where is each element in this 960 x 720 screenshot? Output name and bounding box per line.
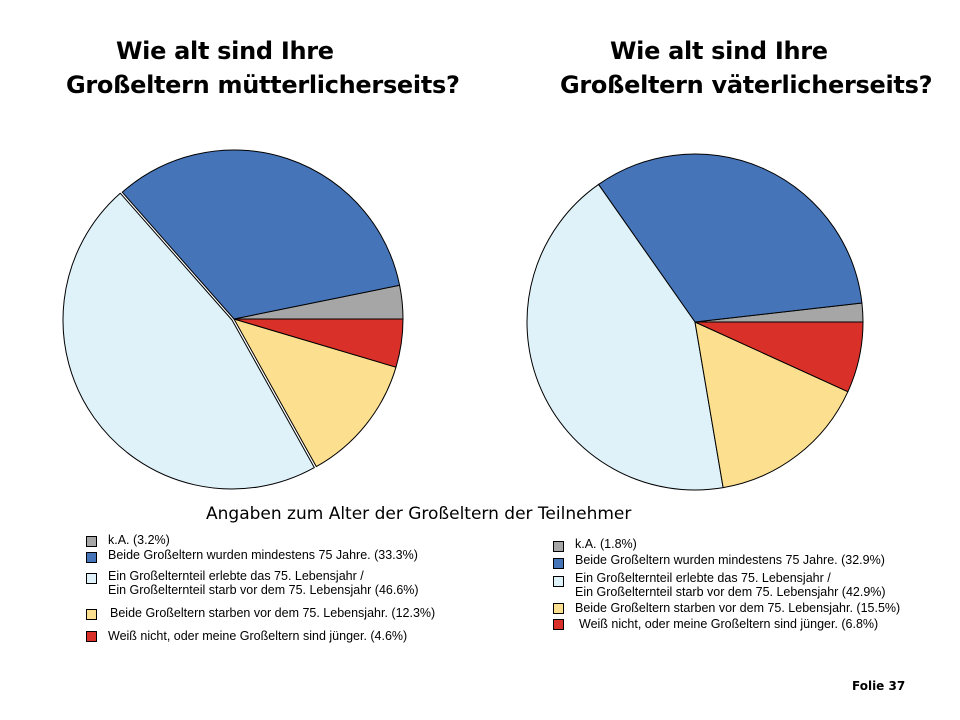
chart-subtitle: Angaben zum Alter der Großeltern der Tei… bbox=[206, 504, 632, 524]
right-slice-beide-75 bbox=[598, 153, 863, 323]
legend-label: Beide Großeltern starben vor dem 75. Leb… bbox=[110, 606, 436, 620]
legend-swatch bbox=[553, 619, 564, 630]
right-pie-chart bbox=[526, 153, 864, 491]
legend-label-line1: Ein Großelternteil erlebte das 75. Leben… bbox=[575, 571, 831, 585]
legend-swatch bbox=[553, 576, 564, 587]
right-chart-title-line1: Wie alt sind Ihre bbox=[610, 37, 828, 65]
right-slice-weiss-nicht bbox=[694, 321, 864, 393]
left-chart-title-line2: Großeltern mütterlicherseits? bbox=[66, 71, 460, 99]
legend-label-line1: Ein Großelternteil erlebte das 75. Leben… bbox=[108, 569, 364, 583]
legend-swatch bbox=[553, 541, 564, 552]
legend-label: Beide Großeltern wurden mindestens 75 Ja… bbox=[575, 553, 885, 567]
right-legend: k.A. (1.8%) Beide Großeltern wurden mind… bbox=[553, 537, 958, 637]
left-slice-ein-teil bbox=[62, 192, 315, 490]
legend-swatch bbox=[86, 552, 97, 563]
legend-label-line2: Ein Großelternteil starb vor dem 75. Leb… bbox=[575, 585, 886, 599]
legend-label-line2: Ein Großelternteil starb vor dem 75. Leb… bbox=[108, 583, 419, 597]
left-legend: k.A. (3.2%) Beide Großeltern wurden mind… bbox=[86, 533, 506, 653]
legend-swatch bbox=[86, 573, 97, 584]
left-chart-title-line1: Wie alt sind Ihre bbox=[116, 37, 334, 65]
left-slice-weiss-nicht bbox=[233, 318, 404, 368]
left-pie-chart bbox=[62, 149, 404, 490]
left-slice-beide-75 bbox=[121, 149, 401, 320]
legend-swatch bbox=[553, 558, 564, 569]
legend-label: Beide Großeltern wurden mindestens 75 Ja… bbox=[108, 548, 418, 562]
left-chart-title: Wie alt sind Ihre Großeltern mütterliche… bbox=[66, 34, 460, 102]
legend-label: Weiß nicht, oder meine Großeltern sind j… bbox=[108, 629, 408, 643]
left-slice-beide-starben bbox=[233, 318, 397, 468]
legend-swatch bbox=[553, 603, 564, 614]
legend-label: k.A. (3.2%) bbox=[108, 533, 170, 547]
right-chart-title: Wie alt sind Ihre Großeltern väterlicher… bbox=[560, 34, 933, 102]
legend-swatch bbox=[86, 631, 97, 642]
legend-swatch bbox=[86, 536, 97, 547]
legend-label: k.A. (1.8%) bbox=[575, 537, 637, 551]
legend-label: Weiß nicht, oder meine Großeltern sind j… bbox=[579, 617, 879, 631]
right-chart-title-line2: Großeltern väterlicherseits? bbox=[560, 71, 933, 99]
slide-number: Folie 37 bbox=[852, 679, 906, 693]
legend-label: Beide Großeltern starben vor dem 75. Leb… bbox=[575, 601, 901, 615]
right-slice-ein-teil bbox=[526, 183, 724, 491]
right-slice-beide-starben bbox=[694, 321, 849, 489]
legend-swatch bbox=[86, 609, 97, 620]
